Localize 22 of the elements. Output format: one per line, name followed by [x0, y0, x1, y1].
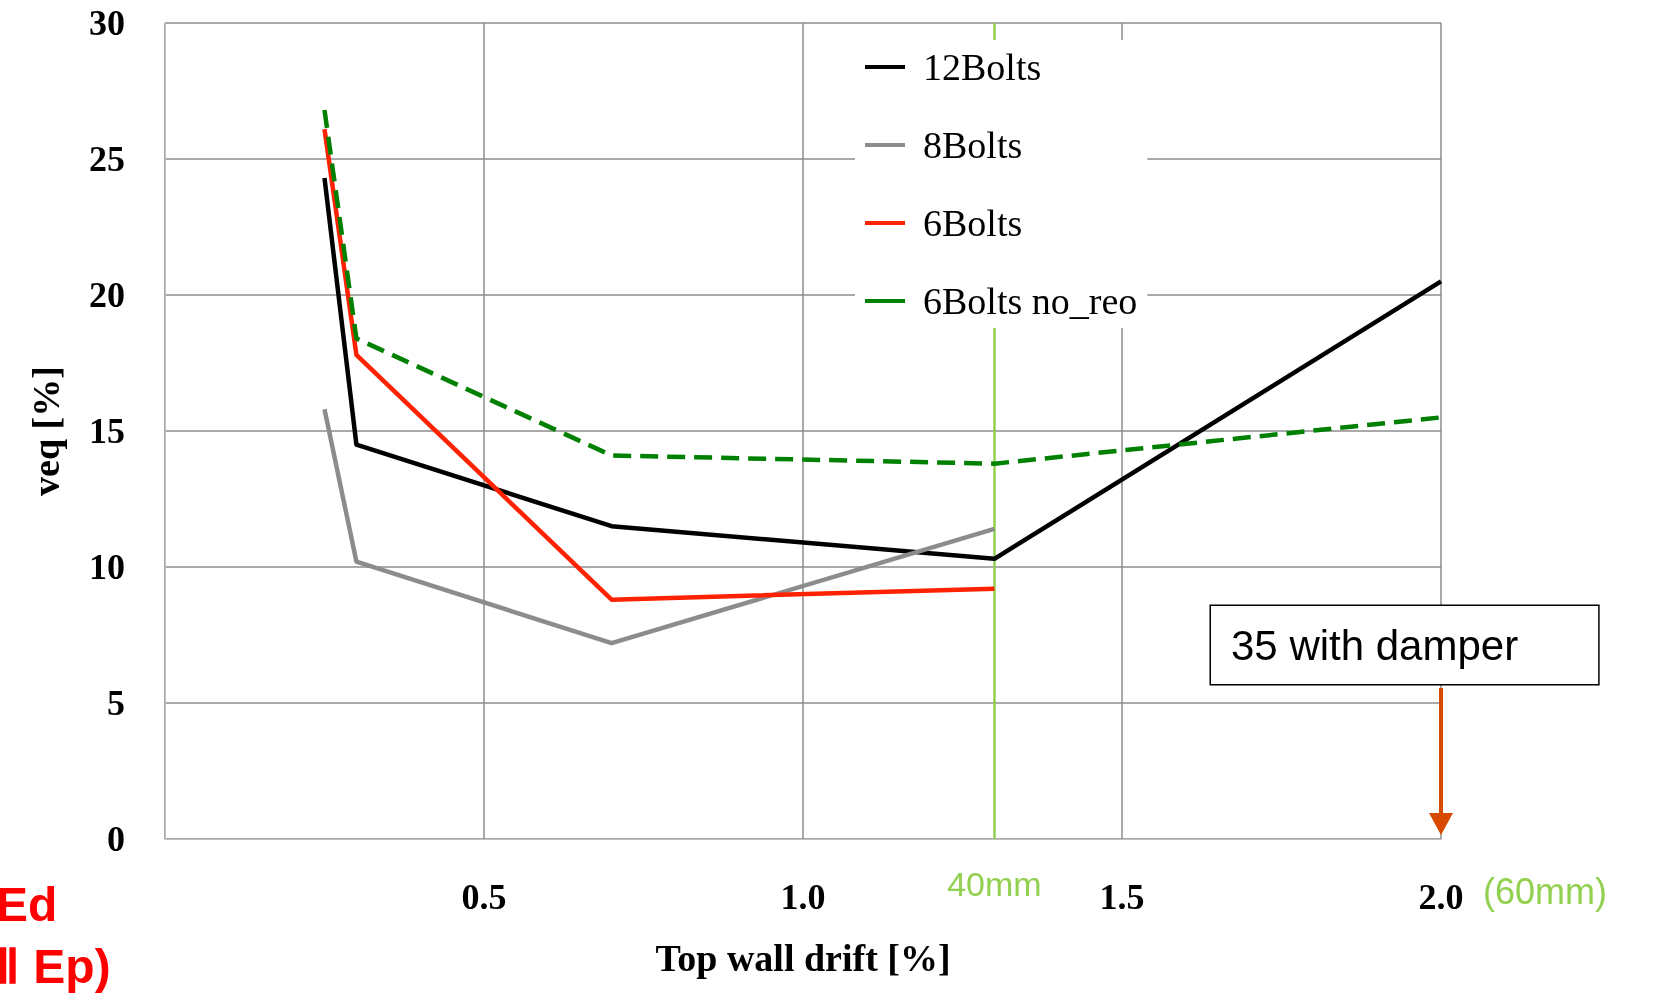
line-series — [322, 175, 1444, 562]
x-tick-label: 1.0 — [780, 877, 826, 917]
y-tick-label: 10 — [89, 547, 125, 587]
y-tick-label: 15 — [89, 411, 125, 451]
y-tick-label: 0 — [107, 819, 125, 859]
x-tick-label: 0.5 — [461, 877, 507, 917]
x-tick-label: 1.5 — [1099, 877, 1145, 917]
y-tick-label: 30 — [89, 3, 125, 43]
annotation: 35 with damper — [1231, 621, 1519, 669]
legend-label: 6Bolts — [923, 202, 1023, 244]
legend-label: 12Bolts — [923, 46, 1042, 88]
x-tick-label: 2.0 — [1418, 877, 1464, 917]
text: (60mm) — [1483, 870, 1607, 912]
text: Ⅱ Ep) — [0, 939, 111, 993]
y-tick-label: 5 — [107, 683, 125, 723]
y-tick-label: 25 — [89, 139, 125, 179]
x-axis-title: Top wall drift [%] — [655, 937, 951, 979]
ref-line-label: 40mm — [947, 865, 1042, 903]
y-tick-label: 20 — [89, 275, 125, 315]
legend-label: 8Bolts — [923, 124, 1023, 166]
y-axis-title: veq [%] — [25, 366, 67, 496]
legend-label: 6Bolts no_reo — [923, 280, 1138, 322]
